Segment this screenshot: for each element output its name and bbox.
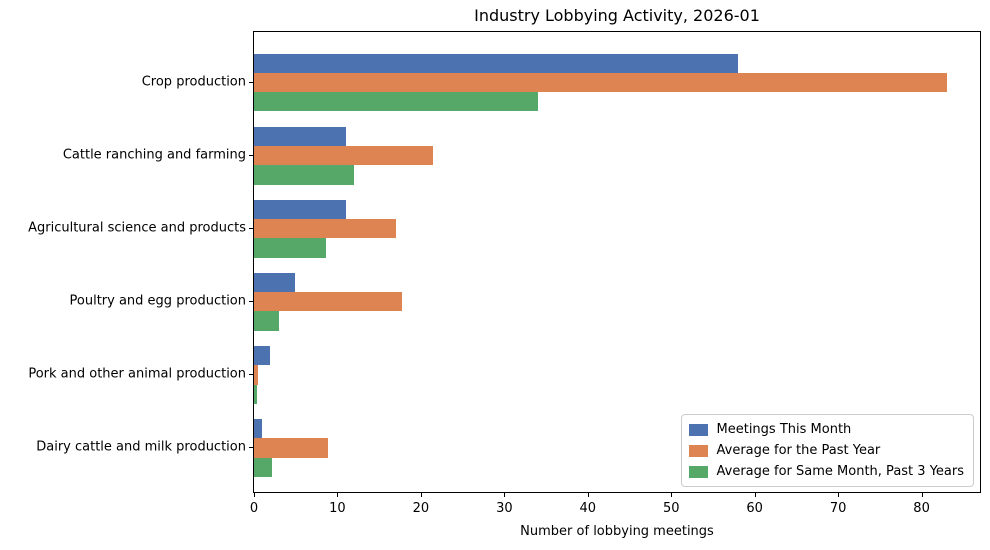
y-tick-mark	[249, 81, 253, 83]
y-tick-mark	[249, 300, 253, 302]
x-tick-label: 70	[829, 501, 847, 516]
bar-series-2-category-3	[254, 311, 280, 331]
x-tick-mark	[921, 493, 923, 497]
legend-item: Average for the Past Year	[688, 440, 964, 461]
x-tick-mark	[254, 493, 255, 497]
legend-item: Meetings This Month	[688, 419, 964, 440]
bar-series-0-category-3	[254, 272, 295, 293]
y-tick-mark	[249, 227, 253, 229]
x-tick-mark	[754, 493, 756, 497]
x-tick-label: 50	[662, 501, 680, 516]
bar-series-1-category-2	[254, 219, 396, 239]
x-tick-mark	[671, 493, 673, 497]
legend-swatch-average-same-month	[688, 465, 708, 478]
x-tick-label: 40	[579, 501, 597, 516]
bar-series-0-category-0	[254, 53, 738, 73]
bar-series-2-category-0	[254, 92, 538, 112]
legend-swatch-meetings-this-month	[688, 423, 708, 436]
bar-series-0-category-4	[254, 345, 270, 366]
legend-item: Average for Same Month, Past 3 Years	[688, 461, 964, 482]
x-tick-mark	[504, 493, 506, 497]
y-tick-mark	[249, 154, 253, 156]
bar-series-2-category-4	[254, 384, 258, 404]
bar-series-1-category-1	[254, 145, 434, 166]
y-tick-label: Dairy cattle and milk production	[36, 439, 246, 455]
y-tick-mark	[249, 447, 253, 448]
y-tick-label: Cattle ranching and farming	[62, 147, 246, 163]
y-tick-label: Poultry and egg production	[69, 293, 246, 309]
x-tick-label: 80	[913, 501, 930, 516]
x-tick-label: 10	[329, 501, 346, 516]
chart-title: Industry Lobbying Activity, 2026-01	[474, 6, 760, 25]
y-tick-label: Crop production	[141, 74, 246, 89]
plot-area: Meetings This Month Average for the Past…	[253, 31, 981, 493]
x-tick-label: 20	[412, 501, 430, 516]
bar-series-2-category-2	[254, 238, 326, 258]
legend-label: Average for the Past Year	[716, 443, 881, 458]
x-tick-mark	[587, 493, 589, 497]
legend-swatch-average-past-year	[688, 444, 708, 457]
bar-series-1-category-3	[254, 292, 402, 312]
y-tick-label: Pork and other animal production	[28, 366, 246, 382]
x-tick-label: 60	[746, 501, 763, 516]
bar-series-1-category-0	[254, 72, 947, 93]
y-tick-label: Agricultural science and products	[28, 220, 246, 236]
y-tick-mark	[249, 373, 253, 375]
x-tick-mark	[337, 493, 339, 497]
bar-series-2-category-1	[254, 165, 355, 185]
legend: Meetings This Month Average for the Past…	[680, 414, 974, 487]
legend-label: Meetings This Month	[716, 422, 852, 437]
x-tick-label: 0	[249, 501, 259, 516]
x-tick-mark	[420, 493, 422, 497]
x-tick-mark	[838, 493, 840, 497]
legend-label: Average for Same Month, Past 3 Years	[716, 464, 964, 479]
x-axis-label: Number of lobbying meetings	[520, 524, 714, 539]
bar-series-1-category-5	[254, 438, 329, 458]
bar-series-2-category-5	[254, 457, 273, 477]
x-tick-label: 30	[496, 501, 513, 516]
bar-series-0-category-1	[254, 126, 346, 146]
bar-series-1-category-4	[254, 365, 259, 385]
bar-series-0-category-2	[254, 199, 346, 220]
bar-series-0-category-5	[254, 419, 262, 439]
